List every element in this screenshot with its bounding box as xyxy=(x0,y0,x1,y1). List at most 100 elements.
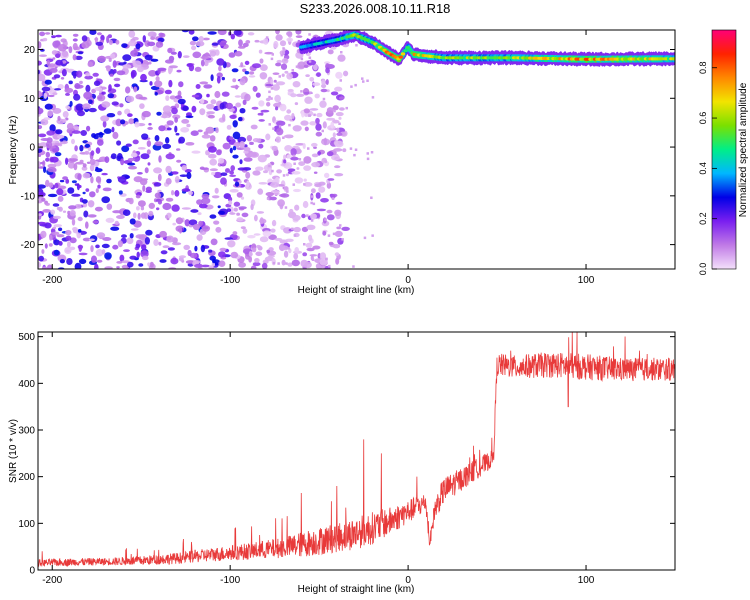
heatmap-cell xyxy=(337,54,346,62)
heatmap-cell xyxy=(234,50,243,57)
heatmap-cell xyxy=(334,230,343,237)
heatmap-cell xyxy=(262,230,272,237)
heatmap-cell xyxy=(286,37,294,42)
snr-frame xyxy=(37,331,676,571)
heatmap-cell xyxy=(198,203,208,209)
heatmap-cell xyxy=(233,207,238,212)
heatmap-cell xyxy=(116,261,123,264)
heatmap-cell xyxy=(135,194,141,199)
heatmap-cell xyxy=(165,165,172,174)
heatmap-cell xyxy=(38,107,44,115)
heatmap-cell xyxy=(150,58,159,62)
heatmap-cell xyxy=(210,238,218,246)
heatmap-cell xyxy=(209,50,217,57)
heatmap-cell xyxy=(222,113,226,121)
heatmap-cell xyxy=(238,262,247,268)
heatmap-cell xyxy=(85,84,91,93)
heatmap-cell xyxy=(335,201,343,205)
heatmap-cell xyxy=(138,96,148,100)
heatmap-cell xyxy=(159,259,167,263)
heatmap-cell xyxy=(38,60,42,66)
heatmap-cell xyxy=(83,91,93,100)
heatmap-cell xyxy=(248,75,256,78)
colorbar-tick-label: 0.2 xyxy=(698,212,708,225)
heatmap-cell xyxy=(309,91,312,94)
heatmap-cell xyxy=(282,245,289,251)
heatmap-cell xyxy=(127,261,134,268)
heatmap-cell xyxy=(200,98,205,104)
heatmap-cell xyxy=(153,182,162,187)
heatmap-cell xyxy=(89,164,95,172)
snr-x-tick-label: 100 xyxy=(578,575,595,586)
heatmap-cell xyxy=(208,153,217,159)
heatmap-cell xyxy=(174,190,180,197)
figure-title: S233.2026.008.10.11.R18 xyxy=(299,1,451,16)
heatmap-cell xyxy=(240,62,244,68)
heatmap-cell xyxy=(38,213,42,217)
heatmap-cell xyxy=(48,182,54,188)
heatmap-cell xyxy=(176,148,181,151)
heatmap-cell xyxy=(46,264,53,269)
heatmap-cell xyxy=(219,247,227,252)
heatmap-cell xyxy=(56,188,64,196)
heatmap-cell xyxy=(155,76,160,82)
heatmap-cell xyxy=(335,112,344,117)
heatmap-cell xyxy=(45,157,50,162)
heatmap-cell xyxy=(298,158,302,161)
heatmap-cell xyxy=(326,209,333,214)
snr-panel: -200 -100 0 100 0 100 200 300 400 500 Height of … xyxy=(8,331,676,595)
heatmap-cell xyxy=(57,84,64,90)
heatmap-cell xyxy=(85,221,89,229)
heatmap-cell xyxy=(349,147,353,150)
heatmap-cell xyxy=(206,103,215,110)
heatmap-cell xyxy=(212,258,216,264)
heatmap-cell xyxy=(355,44,358,47)
heatmap-cell xyxy=(175,132,180,136)
heatmap-cell xyxy=(122,64,132,69)
heatmap-cell xyxy=(260,64,268,71)
heatmap-cell xyxy=(90,245,94,253)
heatmap-cell xyxy=(43,166,47,173)
heatmap-cell xyxy=(44,79,52,85)
heatmap-cell xyxy=(199,167,209,170)
heatmap-cell xyxy=(354,148,358,151)
colorbar-label: Normalized spectral amplitude xyxy=(738,82,749,217)
heatmap-cell xyxy=(71,218,76,226)
heatmap-cell xyxy=(176,159,182,163)
heatmap-cell xyxy=(257,154,267,163)
heatmap-cell xyxy=(97,96,103,100)
heatmap-cell xyxy=(170,257,179,265)
heatmap-cell xyxy=(171,107,178,115)
heatmap-cell xyxy=(157,173,162,182)
heatmap-cell xyxy=(74,83,81,89)
heatmap-cell xyxy=(215,226,222,233)
heatmap-cell xyxy=(287,262,293,267)
heatmap-cell xyxy=(197,129,203,133)
heatmap-cell xyxy=(222,142,231,150)
heatmap-cell xyxy=(251,106,259,110)
snr-x-axis: -200 -100 0 100 xyxy=(42,332,595,586)
heatmap-cell xyxy=(82,163,87,168)
heatmap-cell xyxy=(95,132,105,136)
heatmap-cell xyxy=(136,251,140,258)
heatmap-cell xyxy=(370,196,373,199)
heatmap-cell xyxy=(128,40,138,47)
heatmap-cell xyxy=(315,131,322,137)
heatmap-cell xyxy=(334,209,342,216)
heatmap-cell xyxy=(190,130,199,136)
heatmap-cell xyxy=(127,157,136,162)
heatmap-cell xyxy=(264,51,274,55)
heatmap-cell xyxy=(335,71,343,79)
heatmap-cell xyxy=(114,83,121,88)
colorbar-frame xyxy=(711,29,737,270)
heatmap-cell xyxy=(62,111,69,118)
colorbar-ticks: 0.0 0.2 0.4 0.6 0.8 xyxy=(698,61,717,275)
heatmap-cell xyxy=(105,217,115,223)
heatmap-cell xyxy=(137,66,144,73)
heatmap-cell xyxy=(312,63,318,71)
heatmap-cell xyxy=(229,206,234,214)
heatmap-cell xyxy=(295,143,305,146)
heatmap-cell xyxy=(95,147,101,154)
snr-series-line xyxy=(38,332,675,568)
